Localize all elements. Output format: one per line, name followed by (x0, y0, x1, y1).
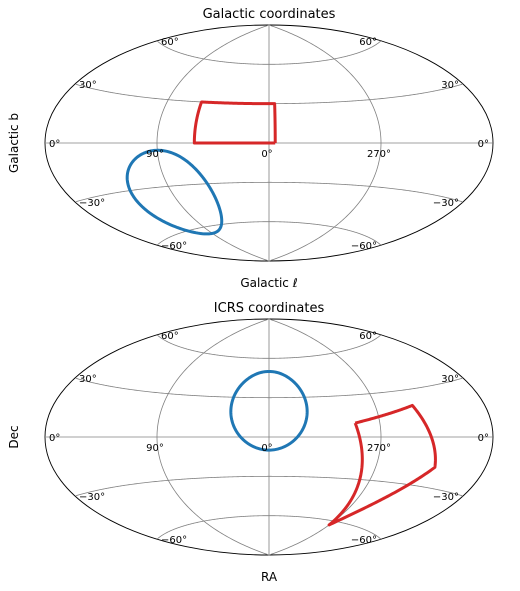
quadrangle-series (327, 403, 437, 527)
lat-tick-label: −60° (351, 535, 377, 546)
lat-tick-label: −60° (161, 535, 187, 546)
latitude-gridline (75, 475, 464, 497)
latitude-gridline (75, 181, 464, 203)
lat-tick-label: 60° (161, 37, 179, 48)
lon-tick-label: 90° (146, 149, 164, 160)
icrs-ylabel: Dec (7, 425, 21, 448)
lat-tick-label: −60° (351, 241, 377, 252)
lat-tick-label: 30° (79, 374, 97, 385)
galactic-panel: Galactic coordinates Galactic ℓ Galactic… (7, 7, 494, 290)
longitude-gridline (268, 24, 382, 262)
lat-tick-label: 30° (441, 80, 459, 91)
circle-series (125, 148, 224, 236)
lat-tick-label: −60° (161, 241, 187, 252)
icrs-title: ICRS coordinates (214, 301, 325, 316)
galactic-ylabel: Galactic b (7, 113, 21, 173)
lat-tick-label: 0° (49, 433, 60, 444)
galactic-xlabel: Galactic ℓ (240, 276, 297, 290)
galactic-title: Galactic coordinates (203, 7, 336, 22)
circle-series (229, 369, 309, 452)
lon-tick-label: 0° (261, 149, 272, 160)
longitude-gridline (156, 318, 270, 556)
lat-tick-label: −30° (433, 492, 459, 503)
lat-tick-label: −30° (79, 198, 105, 209)
quadrangle-series (192, 100, 277, 145)
icrs-panel: ICRS coordinates RA Dec 90° 0° 270° 60° 60° 3… (7, 301, 494, 584)
lon-tick-label: 270° (367, 149, 391, 160)
lon-tick-label: 90° (146, 443, 164, 454)
lat-tick-label: 30° (441, 374, 459, 385)
longitude-gridline (156, 24, 270, 262)
lat-tick-label: 0° (49, 139, 60, 150)
lat-tick-label: 0° (478, 433, 489, 444)
lat-tick-label: 60° (161, 331, 179, 342)
lat-tick-label: 0° (478, 139, 489, 150)
lat-tick-label: −30° (79, 492, 105, 503)
latitude-gridline (75, 377, 464, 399)
lon-tick-label: 0° (261, 443, 272, 454)
lon-tick-label: 270° (367, 443, 391, 454)
lat-tick-label: 60° (359, 37, 377, 48)
lat-tick-label: 60° (359, 331, 377, 342)
lat-tick-label: 30° (79, 80, 97, 91)
icrs-xlabel: RA (261, 570, 278, 584)
lat-tick-label: −30° (433, 198, 459, 209)
